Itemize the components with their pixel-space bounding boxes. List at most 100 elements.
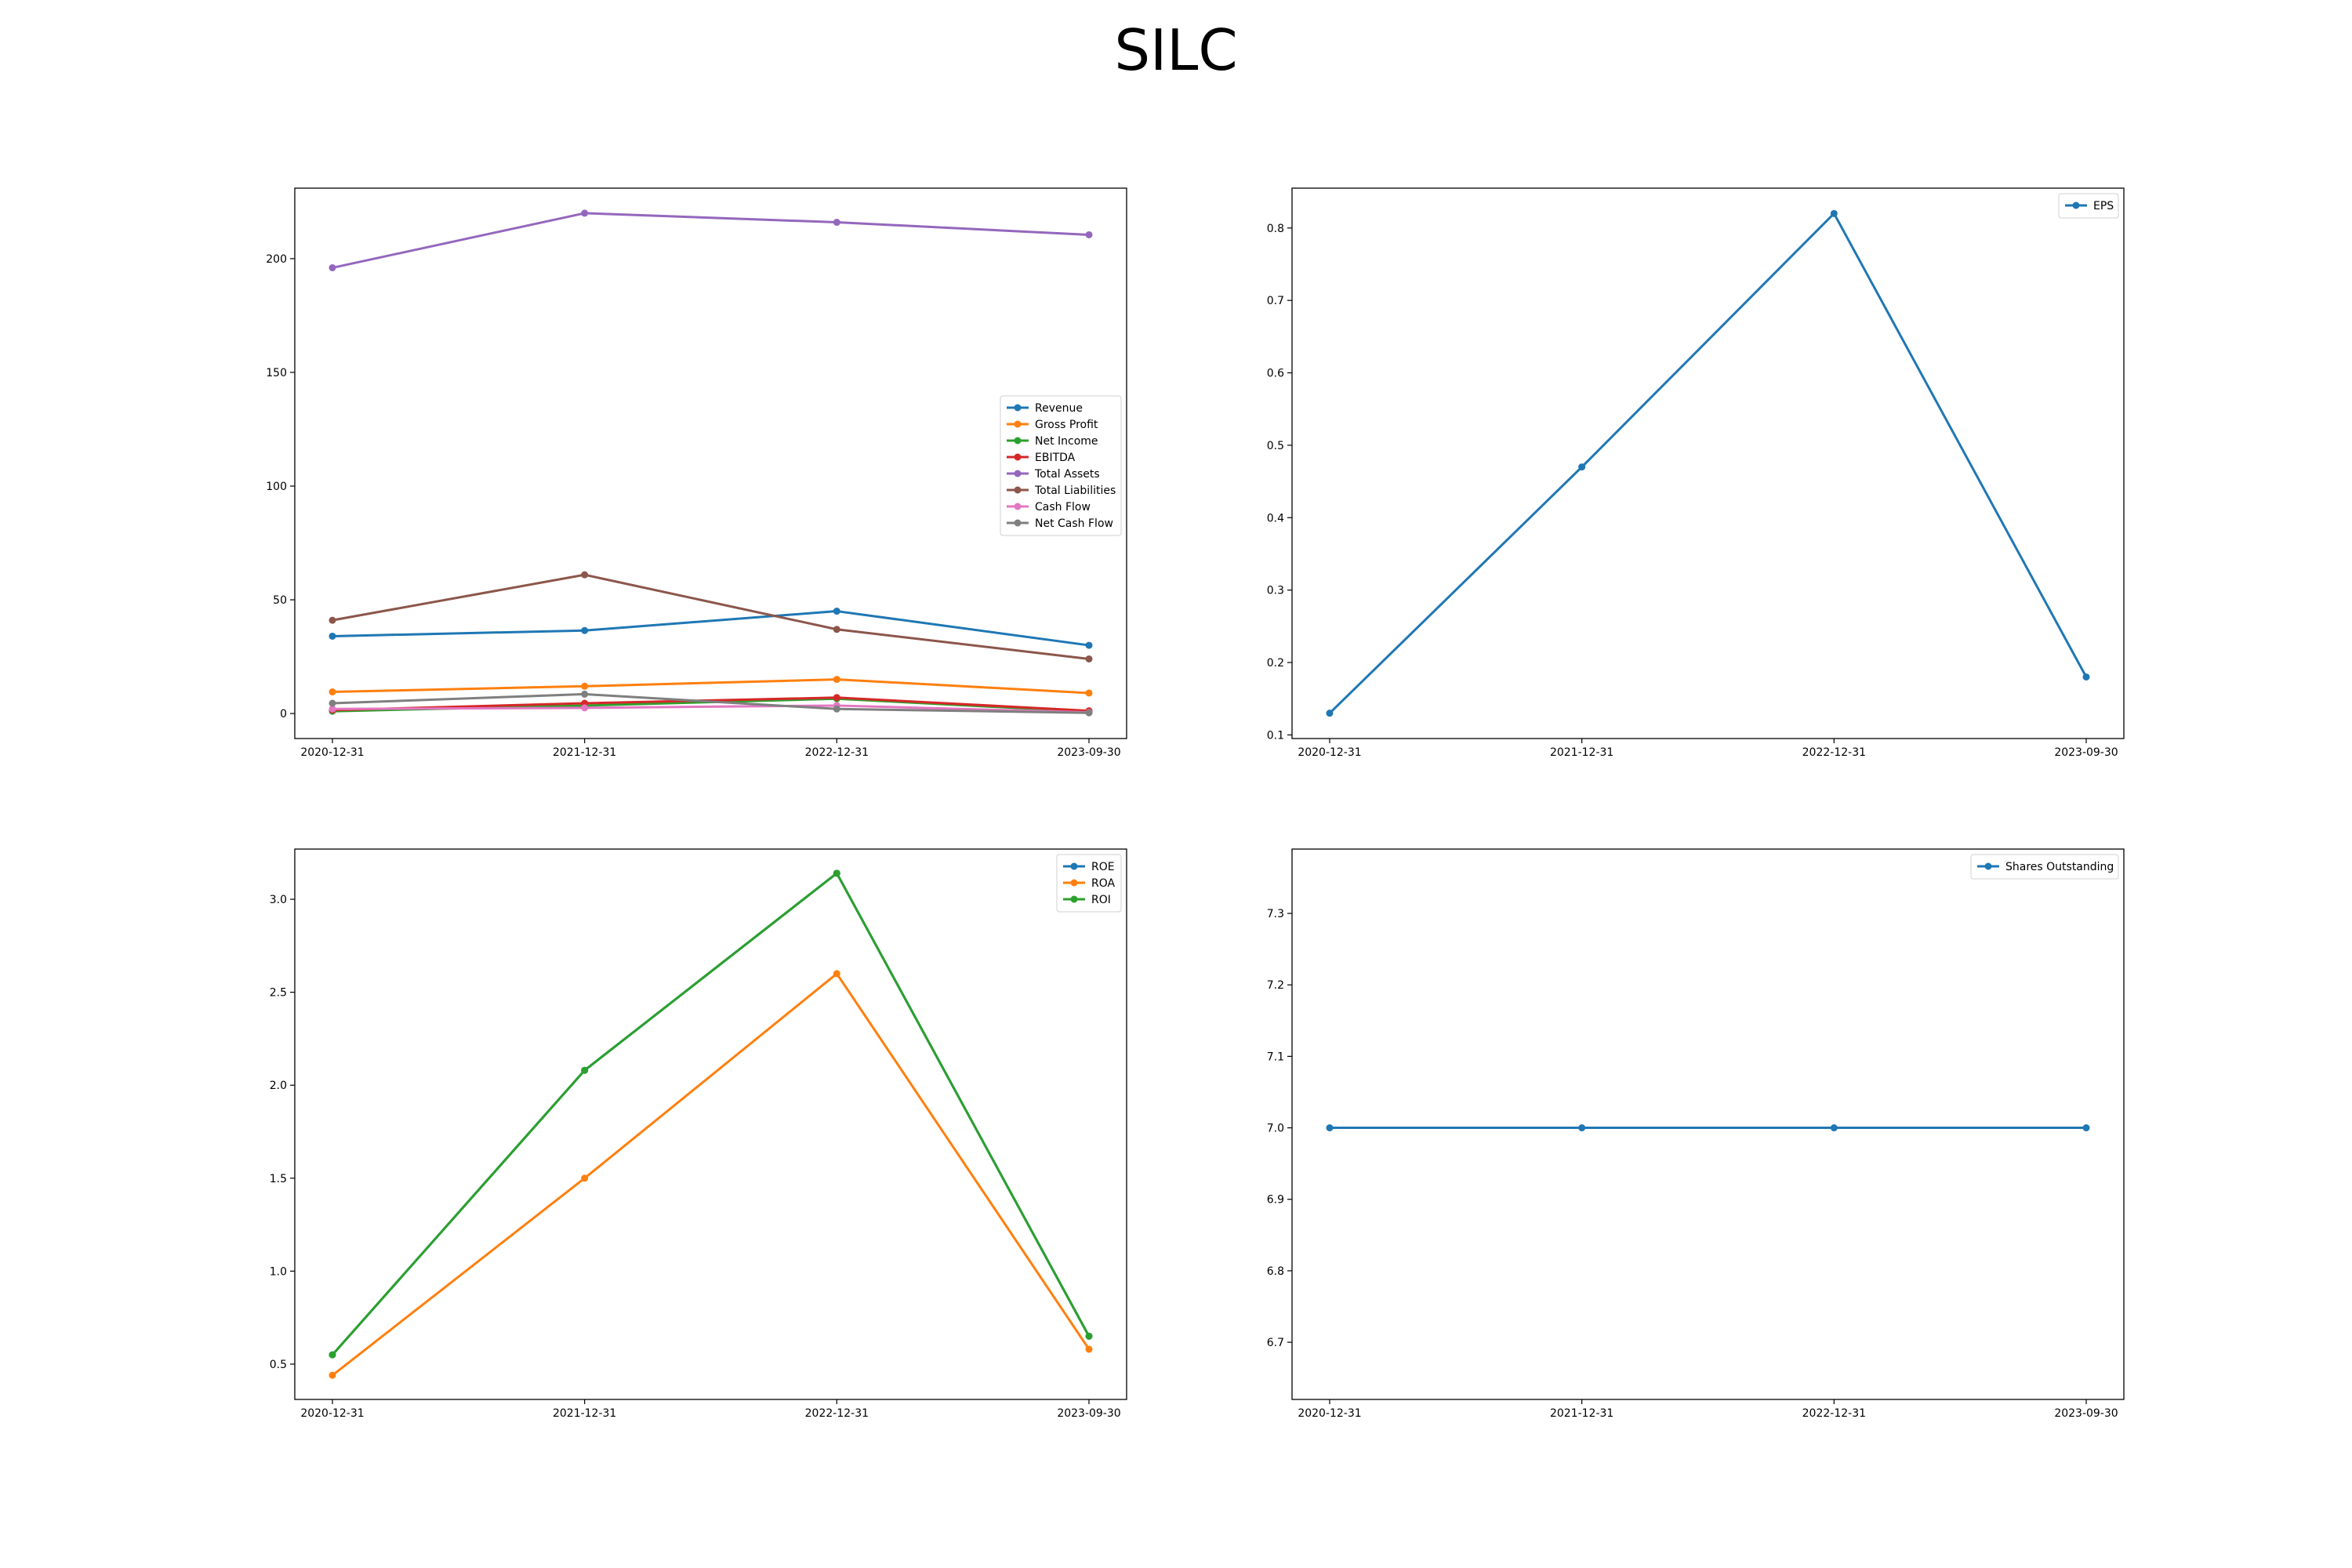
y-tick-label: 0.4 — [1267, 512, 1284, 524]
chart-panel-3: 2020-12-31 2021-12-31 2022-12-31 2023-09-30… — [270, 848, 1127, 1420]
x-tick-label: 2022-12-31 — [1802, 1407, 1866, 1420]
data-point — [581, 682, 589, 690]
data-point — [581, 690, 589, 698]
legend-label: Net Cash Flow — [1035, 517, 1113, 530]
legend-label: Net Income — [1035, 435, 1098, 448]
legend-label: EBITDA — [1035, 452, 1076, 464]
y-tick-label: 2.0 — [270, 1080, 287, 1092]
data-point — [328, 699, 336, 707]
legend-label: Total Liabilities — [1034, 485, 1116, 497]
x-tick-label: 2021-12-31 — [1550, 746, 1613, 759]
legend-box — [1970, 854, 2119, 880]
y-tick-label: 50 — [273, 594, 287, 607]
data-point — [1085, 1345, 1093, 1353]
legend-marker — [1070, 879, 1078, 887]
x-tick-label: 2023-09-30 — [1057, 1407, 1120, 1420]
axes-frame — [294, 848, 1127, 1400]
x-tick-label: 2020-12-31 — [1298, 746, 1361, 759]
legend-label: EPS — [2093, 200, 2114, 212]
data-point — [328, 616, 336, 624]
legend: Revenue Gross Profit Net Income EBITDA Total… — [1000, 395, 1122, 536]
data-point — [2082, 673, 2090, 681]
data-point — [581, 209, 589, 217]
data-point — [1578, 1124, 1586, 1132]
y-tick-label: 6.7 — [1267, 1337, 1284, 1349]
series-line-eps — [1328, 212, 2088, 714]
data-point — [581, 1174, 589, 1182]
data-point — [833, 676, 840, 684]
y-tick-label: 0 — [280, 708, 287, 720]
legend-marker — [1014, 420, 1022, 428]
y-tick-label: 7.3 — [1267, 908, 1284, 920]
legend-label: Revenue — [1035, 402, 1083, 415]
data-point — [833, 608, 840, 615]
legend-marker — [2072, 201, 2080, 209]
data-point — [581, 704, 589, 712]
legend-marker — [1014, 470, 1022, 477]
data-point — [1578, 463, 1586, 471]
data-point — [328, 688, 336, 696]
series-line-cash-flow — [332, 704, 1090, 714]
data-point — [2082, 1124, 2090, 1132]
data-point — [328, 264, 336, 272]
series-line-net-cash-flow — [332, 692, 1090, 714]
series-line-roa — [332, 972, 1091, 1377]
legend-marker — [1070, 862, 1078, 870]
x-tick-label: 2022-12-31 — [805, 746, 869, 759]
legend-marker — [1984, 862, 1992, 870]
y-tick-label: 200 — [266, 253, 287, 266]
series-line-total-assets — [332, 212, 1090, 269]
legend-box — [2058, 193, 2119, 219]
chart-panel-4: 2020-12-31 2021-12-31 2022-12-31 2023-09-30… — [1267, 848, 2125, 1420]
data-point — [833, 219, 840, 227]
axes-frame — [1291, 848, 2125, 1400]
x-tick-label: 2021-12-31 — [553, 746, 616, 759]
legend-marker — [1014, 453, 1022, 461]
y-tick-label: 0.8 — [1267, 223, 1284, 235]
legend-label: ROI — [1091, 894, 1111, 906]
data-point — [1830, 1124, 1838, 1132]
data-point — [328, 1371, 336, 1379]
series-line-revenue — [332, 610, 1090, 647]
y-tick-label: 0.3 — [1267, 585, 1284, 597]
series-line-gross-profit — [332, 678, 1090, 695]
x-tick-label: 2020-12-31 — [300, 1407, 364, 1420]
x-tick-label: 2021-12-31 — [1550, 1407, 1613, 1420]
data-point — [833, 705, 840, 713]
data-point — [833, 694, 840, 702]
axes-frame — [294, 187, 1127, 739]
x-tick-label: 2023-09-30 — [2054, 1407, 2118, 1420]
axes-frame — [1291, 187, 2125, 739]
y-tick-label: 0.7 — [1267, 295, 1284, 307]
data-point — [1326, 1124, 1334, 1132]
y-tick-label: 0.5 — [270, 1359, 287, 1371]
series-line-total-liabilities — [332, 573, 1090, 660]
data-point — [1085, 655, 1093, 662]
y-tick-label: 7.2 — [1267, 979, 1284, 992]
y-tick-label: 0.5 — [1267, 440, 1284, 452]
legend-label: ROA — [1091, 877, 1116, 890]
y-tick-label: 7.0 — [1267, 1123, 1284, 1135]
legend-label: Total Assets — [1034, 468, 1100, 481]
y-tick-label: 6.9 — [1267, 1194, 1284, 1207]
data-point — [581, 626, 589, 634]
data-point — [328, 705, 336, 713]
figure-title: SILC — [1114, 17, 1238, 83]
legend-marker — [1014, 486, 1022, 494]
legend-box — [1000, 395, 1122, 536]
legend-label: Gross Profit — [1035, 419, 1098, 431]
data-point — [581, 1066, 589, 1074]
data-point — [833, 626, 840, 633]
chart-panel-1: 2020-12-31 2021-12-31 2022-12-31 2023-09-30… — [266, 187, 1127, 759]
y-tick-label: 1.5 — [270, 1173, 287, 1185]
data-point — [833, 869, 840, 877]
y-tick-label: 2.5 — [270, 987, 287, 1000]
y-tick-label: 100 — [266, 481, 287, 493]
chart-panel-2: 2020-12-31 2021-12-31 2022-12-31 2023-09-30… — [1267, 187, 2125, 759]
y-tick-label: 0.2 — [1267, 657, 1284, 670]
data-point — [1085, 230, 1093, 238]
data-point — [1085, 641, 1093, 649]
data-point — [328, 1351, 336, 1359]
x-tick-label: 2023-09-30 — [1057, 746, 1120, 759]
